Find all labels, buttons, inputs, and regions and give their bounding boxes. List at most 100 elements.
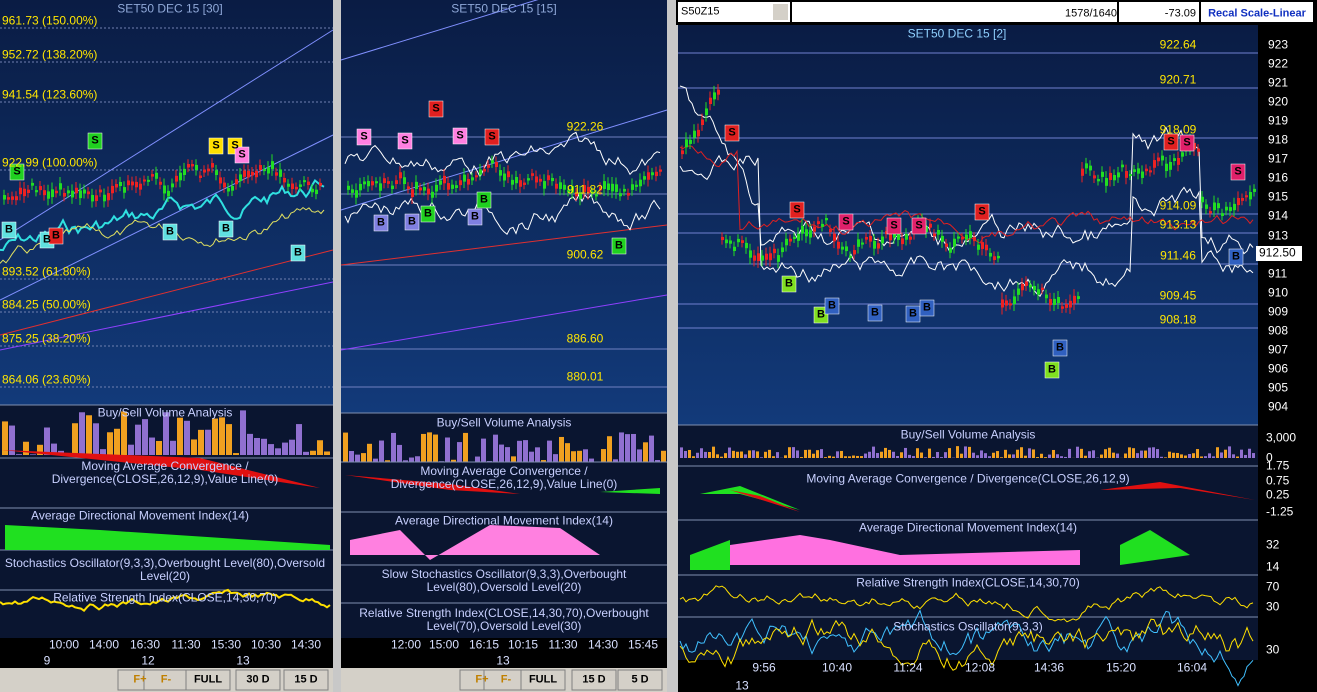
candle [1073, 295, 1076, 304]
candle [989, 252, 992, 257]
candle [395, 180, 398, 184]
candle [841, 246, 844, 250]
candle [1177, 157, 1180, 165]
signal-box [824, 297, 840, 315]
candle [163, 185, 166, 194]
dropdown-arrow [773, 4, 788, 20]
volume-bar [720, 456, 723, 458]
nav-button[interactable]: F- [500, 673, 512, 686]
stoch-line [679, 609, 1254, 687]
candle [447, 183, 450, 190]
volume-bar [355, 454, 360, 462]
volume-bar [940, 457, 943, 458]
candle [39, 186, 42, 191]
candle [115, 184, 118, 188]
candle [1001, 299, 1004, 308]
candle [757, 253, 760, 261]
signal-label: B [294, 246, 302, 259]
volume-bar [884, 447, 887, 458]
signal-box [484, 128, 500, 146]
volume-bar [1212, 456, 1215, 458]
candle [475, 175, 478, 178]
candle [451, 184, 454, 189]
volume-bar [1024, 455, 1027, 458]
volume-bar [613, 459, 618, 462]
nav-button[interactable]: F+ [475, 673, 489, 686]
volume-bar [385, 460, 390, 462]
nav-button[interactable]: 15 D [582, 673, 606, 686]
nav-button[interactable]: 30 D [246, 673, 270, 686]
candle [459, 180, 462, 186]
symbol-select[interactable]: S50Z15 [681, 5, 720, 18]
nav-button[interactable]: F+ [133, 673, 147, 686]
volume-bar [1060, 456, 1063, 458]
candle [1125, 171, 1128, 178]
signal-box [886, 217, 902, 235]
volume-bar [1144, 450, 1147, 458]
volume-bar [1000, 457, 1003, 458]
price-level: 909.45 [1159, 288, 1197, 303]
volume-bar [523, 440, 528, 462]
macd-area [700, 486, 800, 510]
candle [487, 164, 490, 168]
ma [340, 294, 668, 351]
candle [423, 187, 426, 191]
volume-bar [856, 455, 859, 458]
time-label: 16:04 [1176, 660, 1208, 675]
nav-button[interactable]: F- [160, 673, 172, 686]
volume-bar [9, 425, 15, 455]
candle [1009, 303, 1012, 306]
volume-bar [1208, 453, 1211, 458]
nav-button[interactable]: 15 D [294, 673, 318, 686]
volume-bar [1240, 449, 1243, 458]
volume-bar [282, 442, 288, 455]
volume-bar [373, 458, 378, 462]
candle [503, 173, 506, 181]
signal-label: B [480, 193, 488, 206]
volume-bar [637, 449, 642, 462]
volume-bar [661, 450, 666, 462]
candle [467, 179, 470, 185]
candle [355, 190, 358, 198]
candle [539, 178, 542, 182]
nav-button[interactable]: 5 D [631, 673, 649, 686]
volume-bar [1176, 452, 1179, 458]
candle [773, 248, 776, 254]
volume-bar [836, 451, 839, 458]
volume-bar [956, 446, 959, 458]
volume-bar [16, 454, 22, 455]
volume-bar [932, 456, 935, 458]
signal-label: B [1056, 341, 1064, 354]
volume-bar [828, 455, 831, 458]
volume-bar [944, 452, 947, 458]
volume-bar [1248, 448, 1251, 458]
candle [681, 150, 684, 155]
volume-bar [980, 450, 983, 458]
candle [969, 231, 972, 239]
candle [315, 189, 318, 195]
candle [367, 180, 370, 187]
candle [363, 181, 366, 185]
candle [635, 184, 638, 187]
price-tick: 923 [1268, 37, 1289, 52]
candle [733, 246, 736, 252]
volume-bar [1116, 453, 1119, 458]
date-label: 13 [735, 678, 749, 692]
volume-bar [1220, 452, 1223, 458]
nav-button[interactable]: FULL [528, 673, 558, 686]
price-tick: 906 [1268, 361, 1289, 376]
nav-button[interactable]: FULL [193, 673, 223, 686]
volume-bar [784, 455, 787, 458]
volume-bar [571, 451, 576, 462]
candle [865, 236, 868, 240]
signal-box [404, 213, 420, 231]
candle [877, 243, 880, 249]
volume-bar [205, 429, 211, 455]
scale-button[interactable]: Recal Scale-Linear [1208, 7, 1306, 20]
volume-bar [776, 452, 779, 458]
indicator-title: Moving Average Convergence / Divergence(… [51, 459, 279, 486]
fib-level: 922.99 (100.00%) [2, 155, 98, 170]
candle [1061, 306, 1064, 309]
volume-bar [247, 433, 253, 455]
candle [1233, 203, 1236, 211]
